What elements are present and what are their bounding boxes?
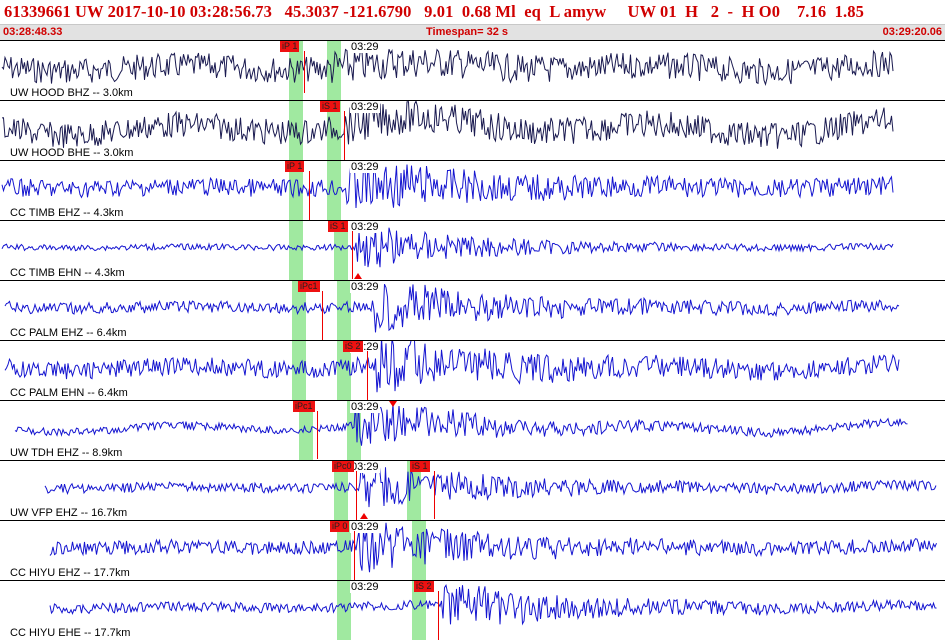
trace-panel[interactable]: 03:29 iS 1 CC TIMB EHN -- 4.3km [0,220,945,280]
phase-pick-line [354,531,355,580]
channel-label: CC HIYU EHZ -- 17.7km [10,567,130,579]
phase-pick-line [317,411,318,459]
time-bar: 03:28:48.33 Timespan= 32 s 03:29:20.06 [0,24,945,41]
phase-pick-line [352,231,353,279]
waveform [1,161,894,209]
pick-window-band [289,161,303,220]
triangle-up-icon [360,513,368,519]
phase-pick-line [344,111,345,160]
waveform [1,101,894,149]
waveform [49,584,937,626]
pick-window-band [334,461,348,520]
channel-label: CC TIMB EHN -- 4.3km [10,267,125,279]
minute-marker: 03:29 [350,461,380,473]
waveform [1,227,894,268]
pick-window-band [327,161,341,220]
pick-window-band [337,341,351,400]
channel-label: UW HOOD BHE -- 3.0km [10,147,134,159]
minute-marker: 03:29 [350,401,380,413]
phase-pick-line [356,471,357,520]
trace-panel[interactable]: 03:29 iPc0 iS 1 UW VFP EHZ -- 16.7km [0,460,945,520]
channel-label: CC TIMB EHZ -- 4.3km [10,207,124,219]
end-time: 03:29:20.06 [882,26,942,38]
minute-marker: 03:29 [350,521,380,533]
trace-panel[interactable]: 03:29 iS 2 CC HIYU EHE -- 17.7km [0,580,945,640]
phase-pick-tag[interactable]: iS 1 [328,221,348,232]
waveform [4,283,900,333]
channel-label: CC HIYU EHE -- 17.7km [10,627,131,639]
phase-pick-line [438,591,439,640]
channel-label: UW VFP EHZ -- 16.7km [10,507,128,519]
waveform [14,401,908,446]
trace-panel[interactable]: 03:29 iS 1 UW HOOD BHE -- 3.0km [0,100,945,160]
event-title: 61339661 UW 2017-10-10 03:28:56.73 45.30… [4,2,864,21]
timespan-label: Timespan= 32 s [426,26,509,38]
trace-panel[interactable]: 03:29 iPc1 UW TDH EHZ -- 8.9km [0,400,945,460]
minute-marker: 03:29 [350,101,380,113]
waveform [4,341,900,393]
pick-window-band [337,581,351,640]
phase-pick-tag[interactable]: iPc1 [293,401,315,412]
channel-label: UW TDH EHZ -- 8.9km [10,447,123,459]
pick-window-band [289,101,303,160]
waveform [1,46,894,86]
triangle-down-icon [389,401,397,407]
phase-pick-tag[interactable]: iS 2 [414,581,434,592]
header: 61339661 UW 2017-10-10 03:28:56.73 45.30… [0,0,945,41]
pick-window-band [327,41,341,100]
seismogram-panel[interactable]: 03:29 iP 1 UW HOOD BHZ -- 3.0km 03:29 iS 1 UW… [0,40,945,640]
channel-label: CC PALM EHZ -- 6.4km [10,327,127,339]
trace-panel[interactable]: 03:29 iPc1 CC PALM EHZ -- 6.4km [0,280,945,340]
phase-pick-tag[interactable]: iP 1 [285,161,305,172]
phase-pick-tag[interactable]: iPc0 [332,461,354,472]
waveform [49,522,937,573]
pick-window-band [337,281,351,340]
phase-pick-tag[interactable]: iS 1 [410,461,430,472]
minute-marker: 03:29 [350,161,380,173]
phase-pick-line [322,291,323,340]
phase-pick-tag[interactable]: iS 2 [343,341,363,352]
trace-panel[interactable]: 03:29 iP 0 CC HIYU EHZ -- 17.7km [0,520,945,580]
phase-pick-line [367,351,368,400]
trace-panel[interactable]: 03:29 iP 1 UW HOOD BHZ -- 3.0km [0,40,945,100]
pick-window-band [337,521,351,580]
channel-label: CC PALM EHN -- 6.4km [10,387,128,399]
pick-window-band [347,401,361,460]
trace-panel[interactable]: 03:29 iS 2 CC PALM EHN -- 6.4km [0,340,945,400]
phase-pick-tag[interactable]: iP 1 [280,41,300,52]
minute-marker: 03:29 [350,281,380,293]
channel-label: UW HOOD BHZ -- 3.0km [10,87,133,99]
phase-pick-tag[interactable]: iP 0 [330,521,350,532]
pick-window-band [412,581,426,640]
minute-marker: 03:29 [350,41,380,53]
triangle-up-icon [354,273,362,279]
minute-marker: 03:29 [350,221,380,233]
phase-pick-line [304,51,305,93]
phase-pick-tag[interactable]: iS 1 [320,101,340,112]
pick-window-band [412,521,426,580]
phase-pick-tag[interactable]: iPc1 [298,281,320,292]
phase-pick-line [309,171,310,220]
waveform [44,461,937,508]
phase-pick-line [434,471,435,519]
trace-panel[interactable]: 03:29 iP 1 CC TIMB EHZ -- 4.3km [0,160,945,220]
minute-marker: 03:29 [350,581,380,593]
start-time: 03:28:48.33 [3,26,63,38]
